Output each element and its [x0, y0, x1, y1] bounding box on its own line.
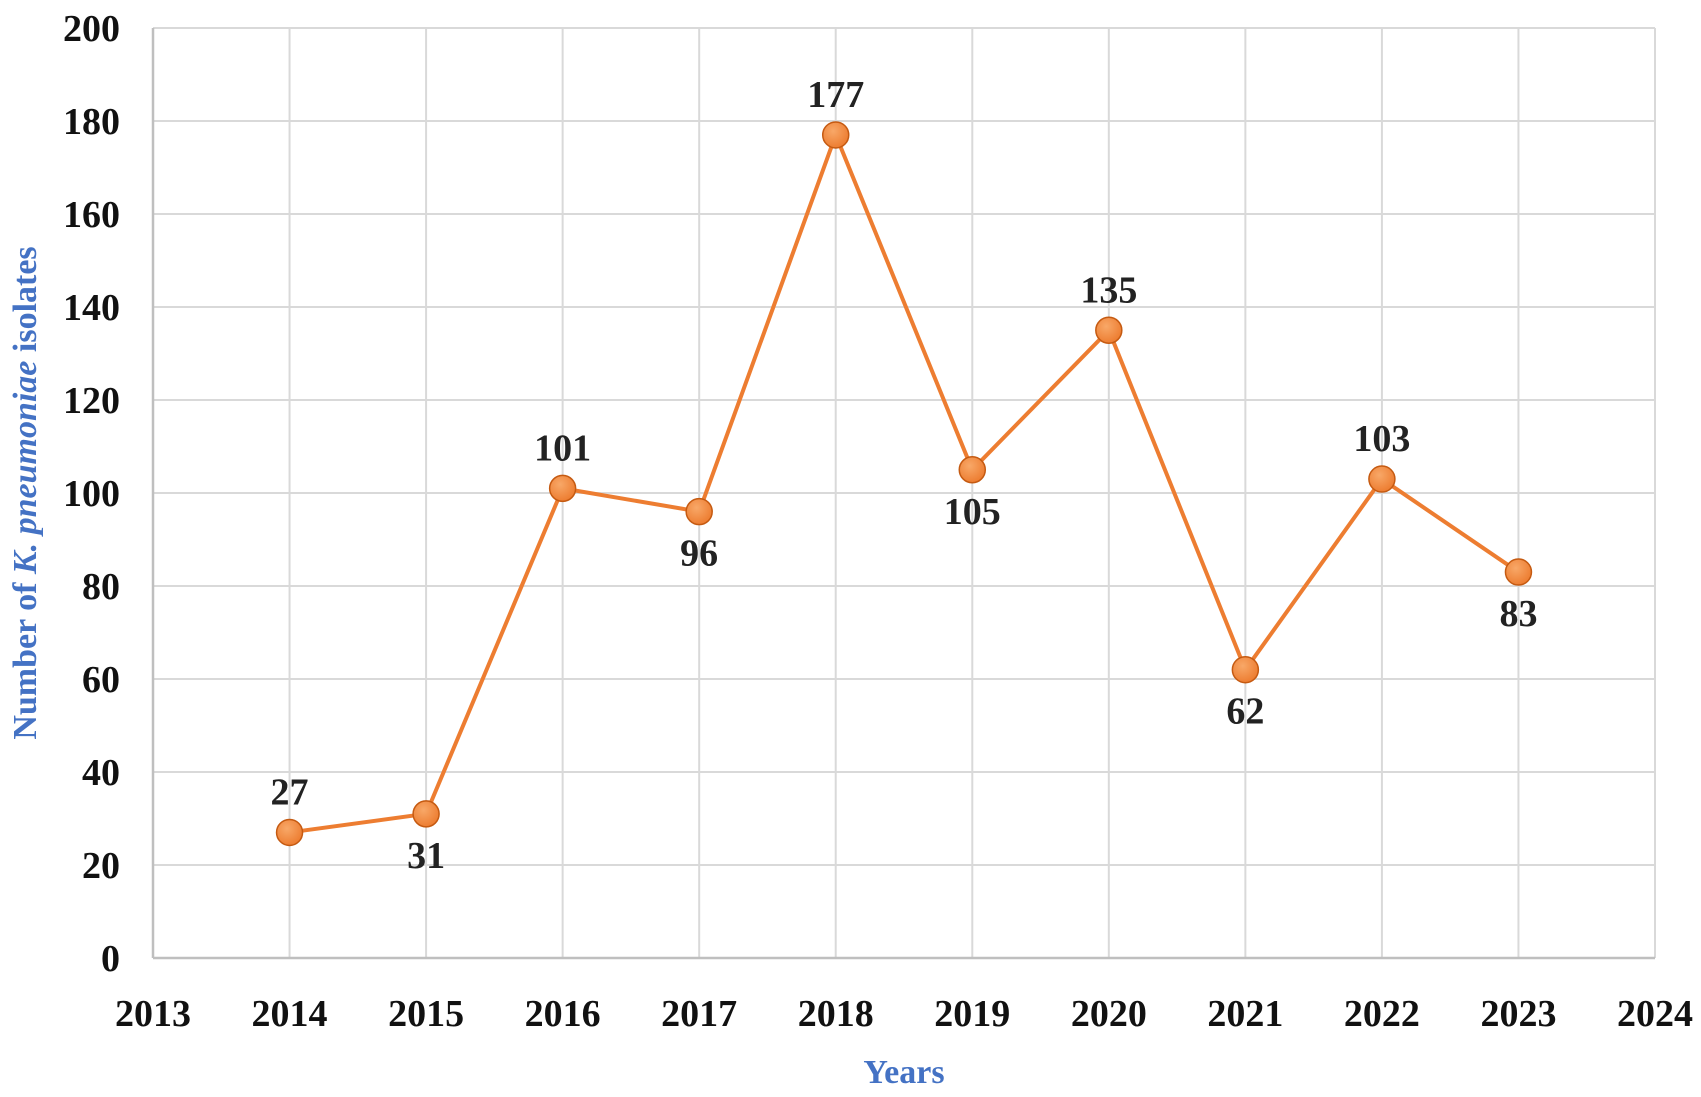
- x-tick-label: 2015: [388, 993, 464, 1035]
- data-label: 62: [1226, 691, 1264, 733]
- y-axis-title-italic: K. pneumoniae: [7, 361, 44, 575]
- y-tick-labels: 0 20 40 60 80 100 120 140 160 180 200: [63, 8, 120, 980]
- data-point-marker: [548, 474, 577, 503]
- y-tick-label: 80: [82, 566, 120, 608]
- y-axis-title-suffix: isolates: [7, 246, 44, 360]
- y-tick-label: 160: [63, 194, 120, 236]
- x-tick-label: 2021: [1207, 993, 1283, 1035]
- y-axis-title-prefix: Number of: [7, 574, 44, 740]
- series-line: [289, 129, 1520, 835]
- y-tick-label: 0: [101, 938, 120, 980]
- data-label: 96: [680, 533, 718, 575]
- x-axis-title: Years: [863, 1054, 944, 1091]
- y-tick-label: 20: [82, 845, 120, 887]
- data-point-marker: [821, 121, 850, 149]
- series-markers: [275, 121, 1533, 847]
- data-point-marker: [412, 800, 440, 828]
- data-point-marker: [275, 818, 304, 847]
- x-tick-labels: 2013 2014 2015 2016 2017 2018 2019 2020 2021 2022…: [115, 993, 1693, 1035]
- data-point-marker: [958, 456, 987, 484]
- data-label: 101: [534, 427, 591, 469]
- x-tick-label: 2019: [934, 993, 1010, 1035]
- data-label: 135: [1080, 269, 1137, 311]
- data-label: 105: [944, 491, 1001, 533]
- y-tick-label: 60: [82, 659, 120, 701]
- data-label: 177: [807, 74, 864, 116]
- data-point-marker: [1368, 465, 1396, 493]
- x-tick-label: 2020: [1071, 993, 1147, 1035]
- x-tick-label: 2017: [661, 993, 737, 1035]
- axes: [151, 28, 1655, 960]
- x-tick-label: 2018: [798, 993, 874, 1035]
- x-tick-label: 2013: [115, 993, 191, 1035]
- series-line-path: [289, 129, 1520, 835]
- data-point-marker: [1231, 655, 1260, 684]
- y-tick-label: 100: [63, 473, 120, 515]
- data-label: 103: [1353, 418, 1410, 460]
- y-tick-label: 40: [82, 752, 120, 794]
- data-point-marker: [1095, 316, 1123, 344]
- x-tick-label: 2014: [252, 993, 328, 1035]
- data-labels: 27 31 101 96 177 105 135 62 103 83: [271, 74, 1538, 877]
- data-point-marker: [685, 497, 713, 526]
- data-label: 31: [407, 835, 445, 877]
- x-tick-label: 2022: [1344, 993, 1420, 1035]
- y-tick-label: 140: [63, 287, 120, 329]
- y-tick-label: 200: [63, 8, 120, 50]
- y-tick-label: 120: [63, 380, 120, 422]
- y-tick-label: 180: [63, 101, 120, 143]
- x-tick-label: 2024: [1617, 993, 1693, 1035]
- data-label: 83: [1499, 593, 1537, 635]
- data-point-marker: [1504, 558, 1533, 586]
- data-label: 27: [271, 771, 309, 813]
- y-axis-title: Number of K. pneumoniae isolates: [7, 246, 44, 739]
- x-tick-label: 2023: [1480, 993, 1556, 1035]
- x-tick-label: 2016: [525, 993, 601, 1035]
